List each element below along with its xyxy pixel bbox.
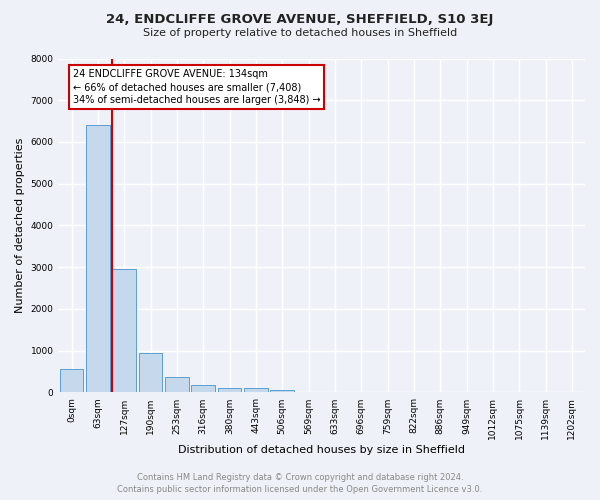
Bar [271,390,294,392]
Bar [112,270,136,392]
Bar [139,353,163,393]
Bar [191,385,215,392]
Bar [165,377,189,392]
Bar [218,388,241,392]
Text: 24 ENDCLIFFE GROVE AVENUE: 134sqm
← 66% of detached houses are smaller (7,408)
3: 24 ENDCLIFFE GROVE AVENUE: 134sqm ← 66% … [73,69,320,106]
X-axis label: Distribution of detached houses by size in Sheffield: Distribution of detached houses by size … [178,445,465,455]
Bar [244,388,268,392]
Y-axis label: Number of detached properties: Number of detached properties [15,138,25,313]
Text: Size of property relative to detached houses in Sheffield: Size of property relative to detached ho… [143,28,457,38]
Bar [60,370,83,392]
Text: 24, ENDCLIFFE GROVE AVENUE, SHEFFIELD, S10 3EJ: 24, ENDCLIFFE GROVE AVENUE, SHEFFIELD, S… [106,12,494,26]
Text: Contains HM Land Registry data © Crown copyright and database right 2024.
Contai: Contains HM Land Registry data © Crown c… [118,472,482,494]
Bar [86,126,110,392]
